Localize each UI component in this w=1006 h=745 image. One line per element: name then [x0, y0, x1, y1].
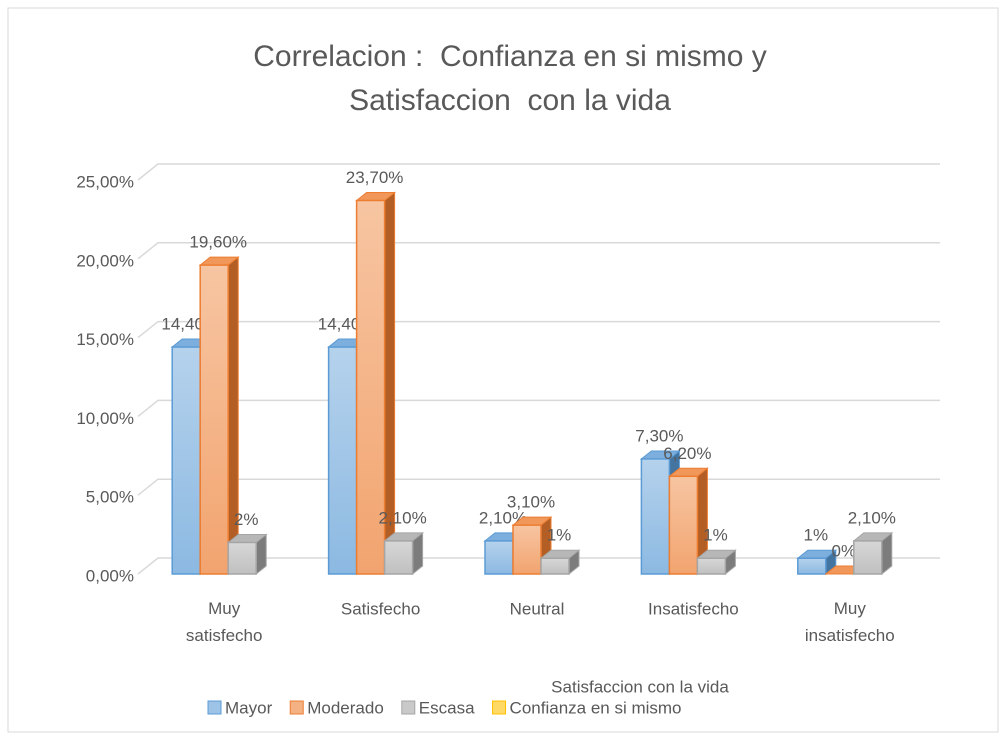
y-tick-label: 15,00% — [76, 330, 134, 349]
bar — [852, 531, 894, 576]
bar-face — [696, 557, 727, 575]
data-label: 1% — [804, 526, 829, 545]
legend-label: Confianza en si mismo — [510, 698, 682, 717]
data-label: 6,20% — [663, 444, 711, 463]
legend-label: Moderado — [307, 698, 384, 717]
x-tick-label: Muy satisfecho — [186, 599, 263, 645]
bar — [226, 533, 268, 576]
x-tick-line: insatisfecho — [805, 626, 895, 645]
bar-face — [540, 557, 570, 575]
x-tick-line: satisfecho — [186, 626, 263, 645]
data-label: 2,10% — [378, 508, 426, 527]
data-label: 1% — [547, 526, 572, 545]
data-label: 19,60% — [189, 233, 247, 252]
bar — [355, 191, 397, 576]
bar-face — [512, 524, 542, 575]
bar — [695, 549, 737, 576]
bar — [667, 467, 709, 576]
bar-face — [853, 540, 883, 575]
y-tick-label: 10,00% — [76, 409, 134, 428]
x-tick-label: Insatisfecho — [648, 599, 739, 618]
legend-swatch — [401, 700, 416, 715]
data-label: 2,10% — [848, 508, 896, 527]
x-tick-label: Neutral — [510, 599, 565, 618]
y-tick-label: 20,00% — [76, 251, 134, 270]
chart-title: Correlacion : Confianza en si mismo y — [253, 40, 767, 73]
bar-face — [383, 540, 414, 575]
bar-face — [171, 346, 201, 575]
data-label: 1% — [703, 526, 728, 545]
data-label: 2,10% — [479, 508, 527, 527]
x-tick-label: Satisfecho — [341, 599, 420, 618]
grid-line — [137, 163, 940, 181]
bar-face — [797, 557, 827, 575]
data-label: 0% — [832, 541, 857, 560]
legend-swatch — [289, 700, 304, 715]
grid-line — [137, 320, 940, 339]
bar-face — [327, 346, 358, 575]
chart-title: Satisfaccion con la vida — [349, 84, 671, 117]
x-tick-label: Muy insatisfecho — [805, 599, 895, 645]
legend-label: Mayor — [225, 698, 273, 717]
data-label: 2% — [234, 510, 259, 529]
bar-face — [484, 540, 514, 575]
grid-line — [137, 399, 940, 417]
bar-face — [199, 264, 229, 575]
y-tick-label: 25,00% — [76, 172, 134, 191]
legend-swatch — [492, 700, 507, 715]
bar — [198, 256, 240, 576]
legend-swatch — [207, 700, 222, 715]
bar — [539, 549, 581, 576]
y-tick-label: 0,00% — [86, 566, 134, 585]
bar — [796, 549, 838, 576]
data-label: 7,30% — [635, 426, 683, 445]
x-tick-line: Muy — [208, 599, 241, 618]
y-tick-label: 5,00% — [86, 488, 134, 507]
data-label: 3,10% — [507, 493, 555, 512]
legend-label: Escasa — [419, 698, 475, 717]
data-label: 23,70% — [346, 168, 404, 187]
grid-line — [137, 242, 940, 260]
bar-face — [668, 475, 699, 575]
x-axis-label: Satisfaccion con la vida — [551, 677, 729, 696]
bar — [383, 531, 425, 576]
bar-face — [227, 541, 257, 575]
bar-face — [355, 199, 386, 575]
bar-face — [640, 458, 671, 575]
x-tick-line: Muy — [834, 599, 867, 618]
